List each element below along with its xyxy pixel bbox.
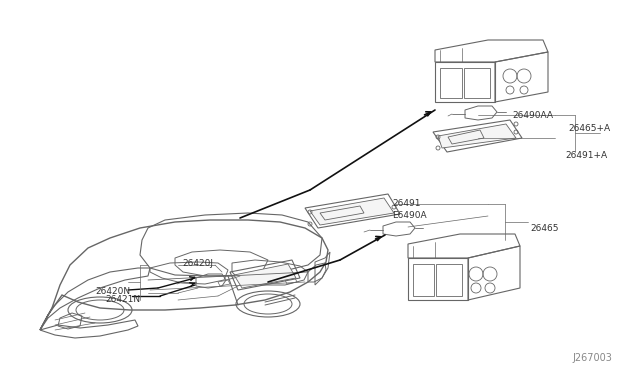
- Polygon shape: [234, 264, 296, 288]
- Text: 26465+A: 26465+A: [568, 124, 610, 132]
- Text: 26420J: 26420J: [182, 260, 213, 269]
- Text: 26491: 26491: [392, 199, 420, 208]
- Text: 26465: 26465: [530, 224, 559, 232]
- Text: 26421N: 26421N: [105, 295, 140, 305]
- Text: J267003: J267003: [572, 353, 612, 363]
- Text: E6490A: E6490A: [392, 211, 427, 219]
- Polygon shape: [438, 124, 516, 148]
- Polygon shape: [310, 198, 394, 225]
- Text: 26420N: 26420N: [95, 288, 130, 296]
- Text: 26490AA: 26490AA: [512, 110, 553, 119]
- Text: 26491+A: 26491+A: [565, 151, 607, 160]
